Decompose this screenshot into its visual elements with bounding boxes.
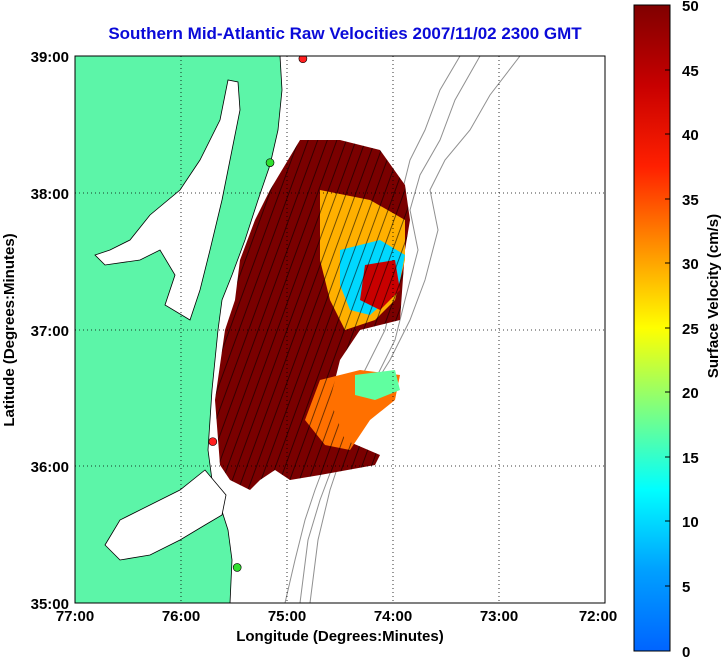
- colorbar-tick-label: 20: [682, 385, 699, 402]
- colorbar-tick-label: 10: [682, 514, 699, 531]
- pamlico-sound: [104, 469, 227, 561]
- station-marker: [298, 56, 308, 64]
- colorbar-tick-marks: [665, 69, 670, 587]
- land: [75, 56, 283, 603]
- x-axis-label: Longitude (Degrees:Minutes): [236, 628, 444, 645]
- map-area: [75, 56, 605, 603]
- colorbar-label: Surface Velocity (cm/s): [705, 214, 722, 378]
- grid: [75, 56, 605, 603]
- colorbar-tick-label: 5: [682, 579, 690, 596]
- colorbar-tick-labels: 0 5 10 15 20 25 30 35 40 45 50: [682, 0, 699, 659]
- station-marker: [265, 158, 275, 167]
- plot-title: Southern Mid-Atlantic Raw Velocities 200…: [108, 24, 582, 43]
- y-tick-label: 38:00: [31, 186, 69, 203]
- colorbar-tick-label: 35: [682, 192, 699, 209]
- colorbar-tick-label: 15: [682, 450, 699, 467]
- x-tick-label: 72:00: [579, 608, 617, 625]
- axes-frame: [74, 55, 606, 604]
- y-tick-labels: 39:00 38:00 37:00 36:00 35:00: [31, 49, 69, 613]
- x-tick-label: 76:00: [162, 608, 200, 625]
- colorbar-tick-label: 50: [682, 0, 699, 15]
- station-marker: [208, 437, 218, 446]
- colorbar-tick-label: 0: [682, 644, 690, 659]
- x-tick-labels: 77:00 76:00 75:00 74:00 73:00 72:00: [56, 608, 617, 625]
- y-tick-label: 39:00: [31, 49, 69, 66]
- radar-stations: [208, 56, 308, 572]
- x-tick-label: 75:00: [268, 608, 306, 625]
- colorbar-tick-label: 45: [682, 63, 699, 80]
- colorbar: [633, 4, 671, 652]
- colorbar-tick-label: 40: [682, 127, 699, 144]
- y-tick-label: 36:00: [31, 459, 69, 476]
- x-tick-label: 77:00: [56, 608, 94, 625]
- velocity-field-south-low: [355, 370, 400, 400]
- y-axis-label: Latitude (Degrees:Minutes): [1, 233, 18, 426]
- chesapeake-bay: [94, 79, 241, 321]
- colorbar-tick-label: 30: [682, 256, 699, 273]
- station-marker: [232, 563, 242, 572]
- colorbar-tick-label: 25: [682, 321, 699, 338]
- x-tick-label: 74:00: [374, 608, 412, 625]
- velocity-vectors: [215, 140, 410, 490]
- x-tick-label: 73:00: [480, 608, 518, 625]
- y-tick-label: 35:00: [31, 596, 69, 613]
- y-tick-label: 37:00: [31, 323, 69, 340]
